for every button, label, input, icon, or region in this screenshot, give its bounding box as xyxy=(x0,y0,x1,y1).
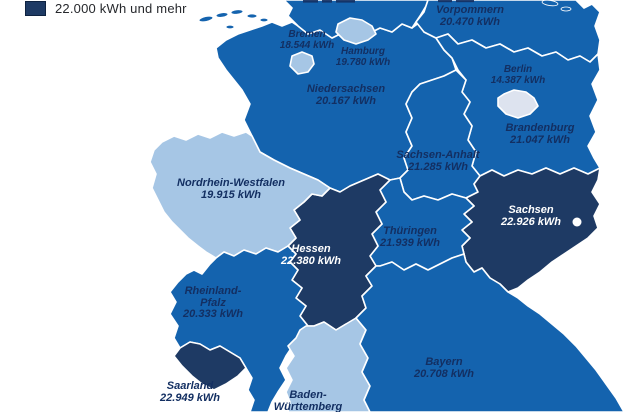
state-label-mecklenburg-vorpommern: Vorpommern 20.470 kWh xyxy=(435,4,505,28)
state-saarland xyxy=(173,341,247,391)
state-label-niedersachsen: Niedersachsen 20.167 kWh xyxy=(306,83,386,107)
frisian-islands xyxy=(198,9,269,30)
state-label-bayern: Bayern 20.708 kWh xyxy=(414,356,474,380)
legend-swatch-dark xyxy=(25,1,46,16)
baltic-islands xyxy=(541,0,572,12)
state-label-baden-wuerttemberg: Baden- Württemberg xyxy=(273,389,343,412)
state-label-sachsen: Sachsen 22.926 kWh xyxy=(501,204,561,228)
state-label-saarland: Saarland 22.949 kWh xyxy=(160,380,220,404)
state-hamburg xyxy=(335,17,377,45)
state-label-berlin: Berlin 14.387 kWh xyxy=(490,64,546,86)
state-label-bremen: Bremen 18.544 kWh xyxy=(279,29,335,51)
legend-label: 22.000 kWh und mehr xyxy=(55,1,187,16)
state-label-brandenburg: Brandenburg 21.047 kWh xyxy=(505,122,575,146)
sachsen-white-notch xyxy=(572,217,582,227)
state-label-thueringen: Thüringen 21.939 kWh xyxy=(380,225,440,249)
state-label-hessen: Hessen 22.380 kWh xyxy=(281,243,341,267)
state-label-nordrhein-westfalen: Nordrhein-Westfalen 19.915 kWh xyxy=(177,177,285,201)
state-bayern xyxy=(355,253,625,412)
state-bremen xyxy=(289,51,315,75)
state-berlin xyxy=(497,89,539,119)
state-label-rheinland-pfalz: Rheinland- Pfalz 20.333 kWh xyxy=(183,285,243,320)
state-label-sachsen-anhalt: Sachsen-Anhalt 21.285 kWh xyxy=(396,149,480,173)
state-rheinland-pfalz xyxy=(169,245,309,412)
cut-off-label-fragments xyxy=(303,0,474,3)
state-label-hamburg: Hamburg 19.780 kWh xyxy=(335,46,391,68)
legend: 22.000 kWh und mehr xyxy=(25,1,187,16)
